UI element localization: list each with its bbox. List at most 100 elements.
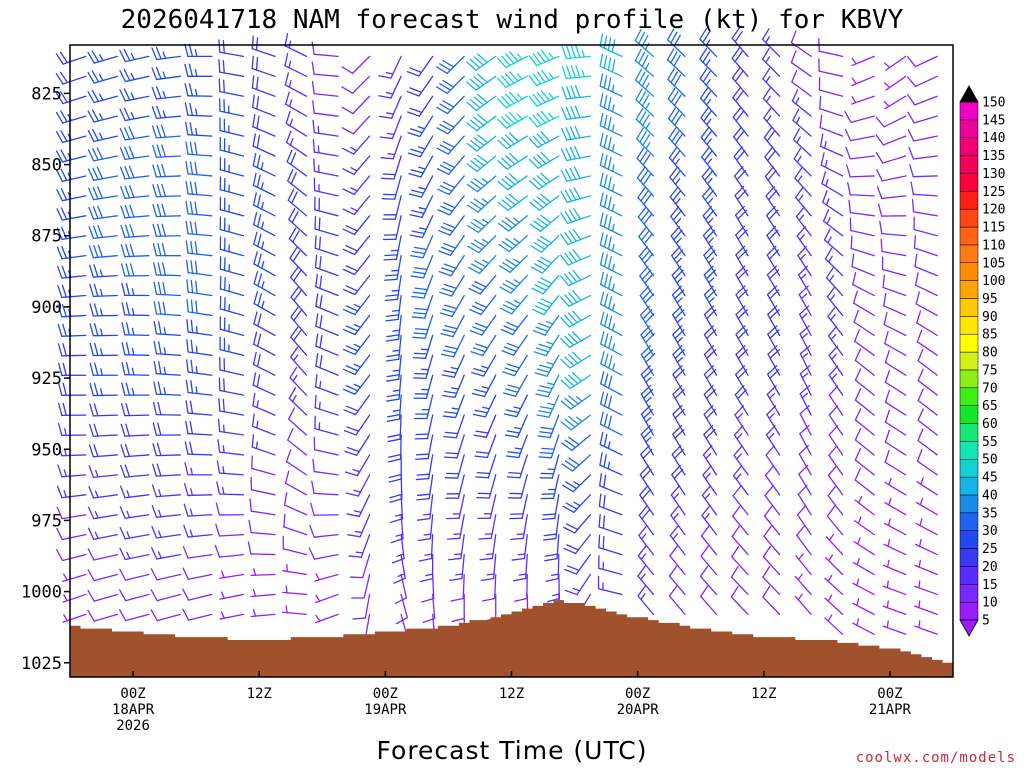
wind-barb bbox=[640, 345, 656, 376]
wind-barb bbox=[598, 493, 623, 516]
wind-barb bbox=[917, 428, 938, 456]
wind-barb bbox=[530, 255, 560, 274]
wind-barb bbox=[510, 514, 528, 541]
wind-barb bbox=[599, 232, 623, 257]
wind-barb bbox=[799, 384, 812, 416]
wind-barb bbox=[251, 35, 276, 58]
wind-barb bbox=[87, 70, 118, 84]
wind-barb bbox=[880, 238, 907, 257]
wind-barb bbox=[598, 555, 623, 576]
wind-barb bbox=[762, 585, 781, 616]
wind-barb bbox=[907, 111, 938, 124]
wind-barb bbox=[284, 470, 308, 496]
wind-barb bbox=[599, 271, 623, 297]
wind-barb bbox=[599, 112, 623, 137]
wind-barb bbox=[443, 414, 465, 439]
wind-barb bbox=[731, 525, 749, 556]
wind-barb bbox=[798, 444, 812, 476]
wind-barb bbox=[341, 55, 371, 75]
wind-barb bbox=[182, 567, 213, 580]
wind-barb bbox=[342, 195, 371, 216]
wind-barb bbox=[764, 485, 781, 516]
wind-barb bbox=[119, 526, 150, 540]
wind-barb bbox=[852, 598, 875, 616]
x-tick-label: 20APR bbox=[617, 702, 660, 718]
wind-barb bbox=[314, 254, 339, 277]
wind-barb bbox=[439, 294, 465, 318]
wind-barb bbox=[476, 474, 497, 499]
colorbar-swatch bbox=[959, 351, 979, 371]
wind-barb bbox=[88, 485, 118, 499]
wind-barb bbox=[437, 215, 465, 236]
wind-barb bbox=[87, 166, 118, 181]
wind-barb bbox=[186, 298, 213, 317]
wind-barb bbox=[120, 423, 150, 437]
wind-barb bbox=[600, 311, 623, 337]
wind-barb bbox=[640, 444, 655, 476]
wind-barb bbox=[406, 75, 434, 97]
wind-barb bbox=[466, 73, 497, 91]
wind-barb bbox=[342, 354, 371, 375]
wind-barb bbox=[471, 354, 497, 377]
wind-barb bbox=[186, 279, 213, 297]
wind-barb bbox=[560, 187, 591, 204]
wind-barb bbox=[217, 439, 245, 456]
wind-barb bbox=[449, 553, 465, 582]
wind-barb bbox=[119, 145, 150, 161]
wind-barb bbox=[250, 589, 276, 598]
wind-barb bbox=[219, 136, 245, 157]
wind-barb bbox=[57, 402, 87, 417]
wind-barb bbox=[471, 374, 497, 398]
wind-barb bbox=[281, 605, 308, 616]
wind-barb bbox=[766, 385, 781, 416]
wind-barb bbox=[671, 245, 686, 277]
wind-barb bbox=[185, 420, 213, 436]
wind-barb bbox=[87, 89, 118, 104]
wind-barb bbox=[533, 334, 560, 357]
wind-barb bbox=[879, 220, 907, 237]
wind-barb bbox=[121, 302, 150, 317]
wind-barb bbox=[119, 589, 150, 602]
wind-barb bbox=[445, 474, 465, 499]
wind-barb bbox=[153, 281, 182, 297]
wind-barb bbox=[412, 354, 434, 380]
wind-barb bbox=[184, 462, 213, 476]
wind-barb bbox=[564, 573, 591, 596]
wind-barb bbox=[528, 90, 560, 107]
wind-barb bbox=[535, 374, 560, 398]
wind-barb bbox=[639, 305, 655, 337]
wind-barb bbox=[381, 155, 402, 180]
wind-barb bbox=[764, 166, 781, 197]
wind-barb bbox=[917, 388, 938, 416]
wind-barb bbox=[766, 245, 781, 277]
colorbar: 5 10 15 20 25 30 35 40 45 50 55 60 65 70 75 80 85 90 95 100… bbox=[959, 85, 1005, 637]
wind-barb bbox=[797, 484, 812, 516]
colorbar-swatch bbox=[959, 584, 979, 603]
wind-barb bbox=[151, 46, 182, 61]
wind-barb bbox=[703, 345, 718, 376]
x-tick-label: 12Z bbox=[247, 686, 272, 702]
wind-barb bbox=[386, 374, 402, 402]
wind-barb bbox=[828, 425, 844, 456]
wind-barb bbox=[121, 282, 150, 297]
wind-barb bbox=[671, 285, 686, 317]
colorbar-swatch bbox=[959, 155, 979, 174]
wind-barb bbox=[639, 265, 655, 297]
wind-barb bbox=[501, 334, 528, 356]
wind-barb bbox=[384, 274, 402, 302]
wind-barb bbox=[497, 132, 528, 150]
wind-barb bbox=[735, 305, 749, 337]
wind-barb bbox=[55, 548, 87, 562]
wind-barb bbox=[637, 545, 655, 576]
wind-barb bbox=[466, 134, 497, 152]
wind-barb bbox=[917, 368, 938, 396]
wind-barb bbox=[852, 290, 875, 317]
wind-barb bbox=[87, 527, 118, 540]
wind-barb bbox=[380, 135, 402, 160]
wind-barb bbox=[342, 215, 371, 236]
wind-barb bbox=[151, 86, 182, 100]
wind-barb bbox=[733, 425, 749, 456]
wind-barb bbox=[121, 361, 150, 376]
wind-barb bbox=[412, 314, 434, 339]
wind-barb bbox=[544, 534, 560, 562]
